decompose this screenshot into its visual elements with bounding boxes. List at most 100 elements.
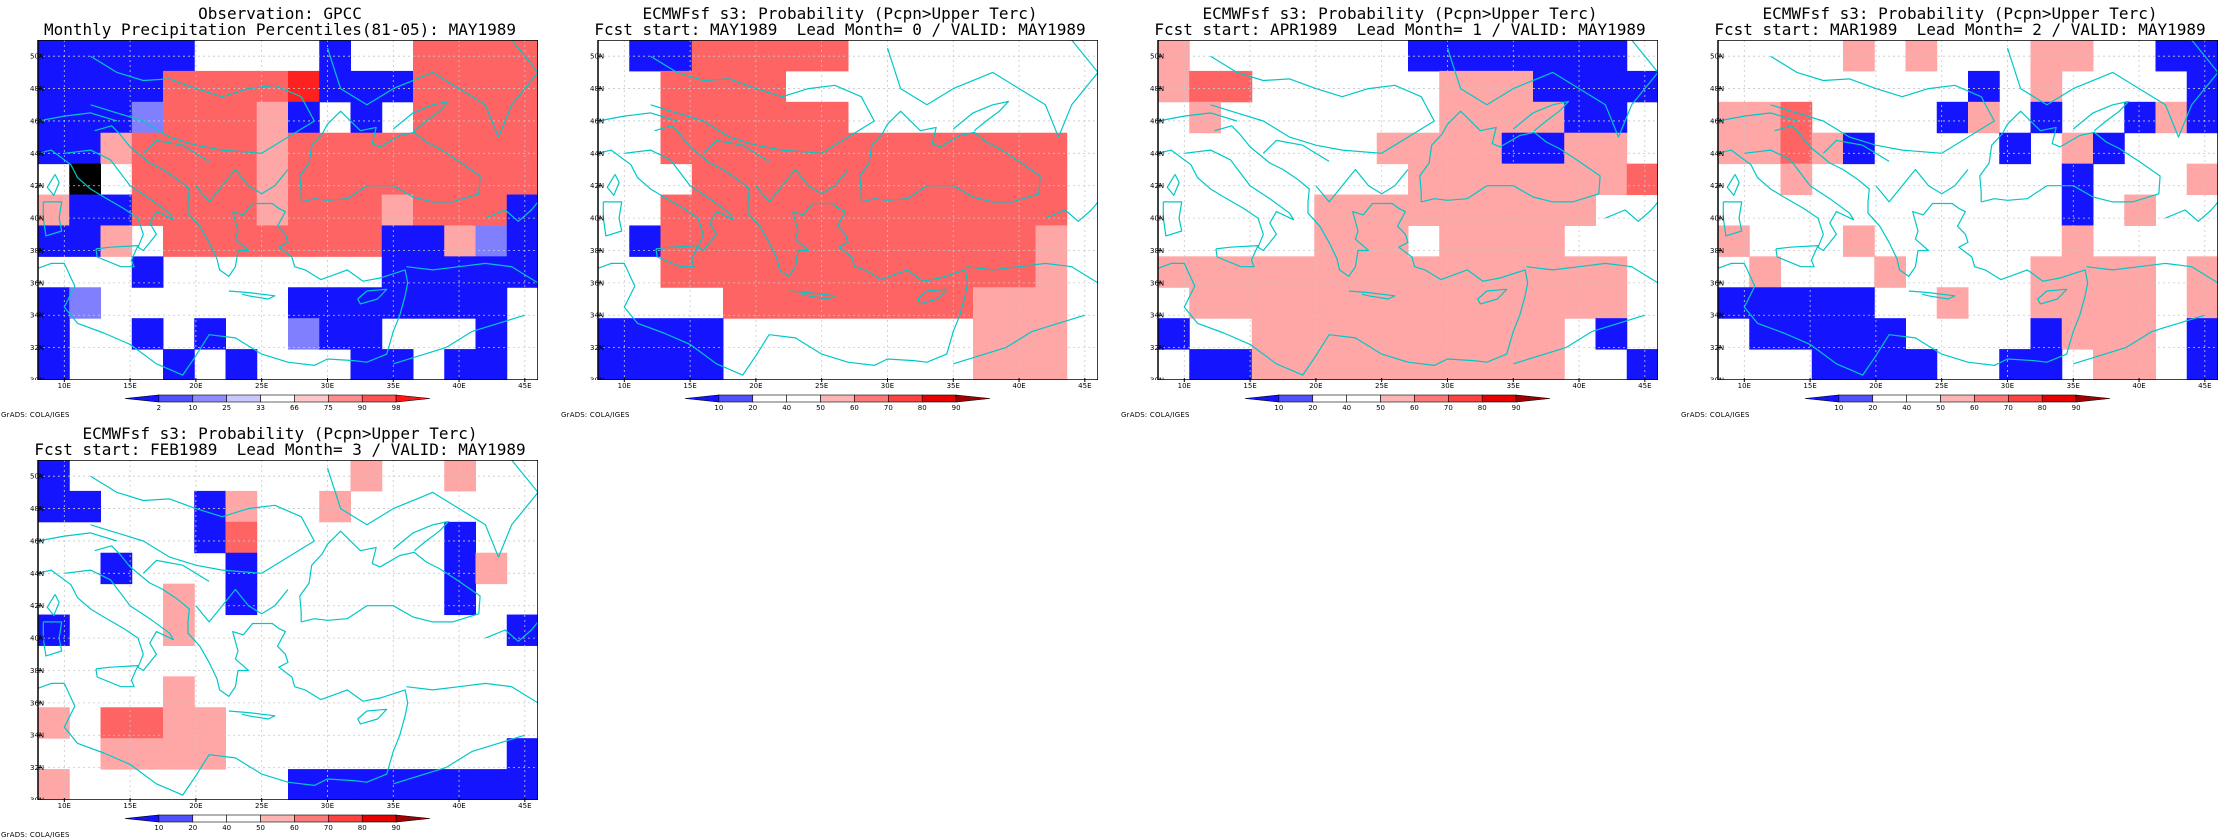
grid-cell xyxy=(1314,349,1346,380)
grid-cell xyxy=(1533,70,1565,103)
grid-cell xyxy=(38,318,70,350)
grid-cell xyxy=(506,101,538,134)
y-tick-label: 30N xyxy=(30,377,44,381)
grid-cell xyxy=(691,318,724,350)
grid-cell xyxy=(1564,70,1596,103)
grid-cell xyxy=(910,194,943,226)
panel-subtitle: Fcst start: MAR1989 Lead Month= 2 / VALI… xyxy=(1714,20,2206,39)
grid-cell xyxy=(2030,318,2063,350)
grid-cell xyxy=(2124,318,2156,350)
coastline xyxy=(2037,288,2068,305)
colorbar-segment xyxy=(328,394,363,403)
grid-cell xyxy=(256,132,289,165)
grid-cell xyxy=(785,163,818,196)
grid-cell xyxy=(2030,349,2063,380)
grid-cell xyxy=(100,552,133,585)
grid-cell xyxy=(1749,101,1781,134)
coastline xyxy=(1526,262,1658,284)
colorbar-segment xyxy=(1380,394,1415,403)
grid-cell xyxy=(660,40,693,72)
grid-cell xyxy=(1251,287,1284,319)
grid-cell xyxy=(506,225,538,257)
coastline xyxy=(485,201,538,222)
grid-cell xyxy=(69,40,101,72)
colorbar-label: 80 xyxy=(1478,404,1487,412)
grid-cell xyxy=(1780,287,1813,319)
colorbar-label: 25 xyxy=(222,404,231,412)
grid-cell xyxy=(475,287,508,319)
coastline xyxy=(1166,174,1180,196)
grid-cell xyxy=(816,132,849,165)
grid-cell xyxy=(194,707,226,739)
grid-cell xyxy=(1874,349,1906,380)
grid-cell xyxy=(225,101,258,134)
grid-cell xyxy=(444,349,476,380)
grid-cell xyxy=(319,769,351,800)
colorbar-segment xyxy=(395,814,431,823)
y-tick-label: 42N xyxy=(1710,182,1724,190)
y-tick-label: 48N xyxy=(1710,85,1724,93)
x-tick-label: 30E xyxy=(2001,382,2014,390)
panel-title: ECMWFsf s3: Probability (Pcpn>Upper Terc… xyxy=(1202,4,1598,23)
grid-cell xyxy=(69,101,101,134)
grid-cell xyxy=(194,70,226,103)
grid-cell xyxy=(38,349,70,380)
coastline xyxy=(1157,112,1238,122)
grid-cell xyxy=(319,132,351,165)
coastline xyxy=(228,710,276,720)
coastline xyxy=(195,588,289,623)
grid-cell xyxy=(660,225,693,257)
grid-cell xyxy=(38,707,70,739)
grid-cell xyxy=(973,349,1005,380)
grid-cell xyxy=(225,552,258,585)
colorbar-segment xyxy=(226,394,261,403)
colorbar-label: 80 xyxy=(2038,404,2047,412)
grid-cell xyxy=(1376,132,1409,165)
grid-cell xyxy=(910,287,943,319)
grid-cell xyxy=(225,132,258,165)
y-tick-label: 38N xyxy=(1710,247,1724,255)
grid-cell xyxy=(816,287,849,319)
panel-forecast-lead-0: ECMWFsf s3: Probability (Pcpn>Upper Terc… xyxy=(560,0,1120,420)
grid-cell xyxy=(660,132,693,165)
colorbar-label: 40 xyxy=(222,824,231,832)
grid-cell xyxy=(2030,70,2063,103)
x-tick-label: 10E xyxy=(58,382,71,390)
coastline xyxy=(299,530,481,623)
grid-cell xyxy=(319,490,351,523)
colorbar-segment xyxy=(1515,394,1551,403)
grid-cell xyxy=(1439,70,1471,103)
graticule xyxy=(598,40,1098,380)
grid-cell xyxy=(475,194,508,226)
x-tick-label: 40E xyxy=(452,802,465,810)
coastline xyxy=(357,708,388,725)
grid-cell xyxy=(1470,132,1503,165)
grid-cell xyxy=(1718,132,1750,165)
coastline xyxy=(1215,245,1259,268)
y-tick-label: 50N xyxy=(1150,53,1164,61)
grid-cell xyxy=(350,101,383,134)
grid-cell xyxy=(1470,225,1503,257)
map-frame xyxy=(37,460,538,800)
grid-cell xyxy=(475,349,508,380)
colorbar-segment xyxy=(1838,394,1874,403)
colorbar: 10 20 40 50 60 70 80 90 xyxy=(684,394,991,412)
grid-cell xyxy=(1408,194,1440,226)
grid-cell xyxy=(256,101,289,134)
colorbar-label: 70 xyxy=(324,824,333,832)
grid-cell xyxy=(816,163,849,196)
grid-cell xyxy=(131,40,164,72)
grid-cell xyxy=(163,163,195,196)
grid-cell xyxy=(1564,287,1596,319)
grid-cell xyxy=(163,583,195,616)
coastline xyxy=(1157,125,1529,376)
coastline xyxy=(1045,201,1098,222)
grid-cell xyxy=(2155,40,2188,72)
grid-cell xyxy=(69,490,101,523)
grid-cell xyxy=(2061,194,2094,226)
colorbar-segment xyxy=(1940,394,1975,403)
grid-cell xyxy=(816,101,849,134)
y-tick-label: 36N xyxy=(30,279,44,287)
x-tick-label: 40E xyxy=(1572,382,1585,390)
colorbar-label: 70 xyxy=(884,404,893,412)
